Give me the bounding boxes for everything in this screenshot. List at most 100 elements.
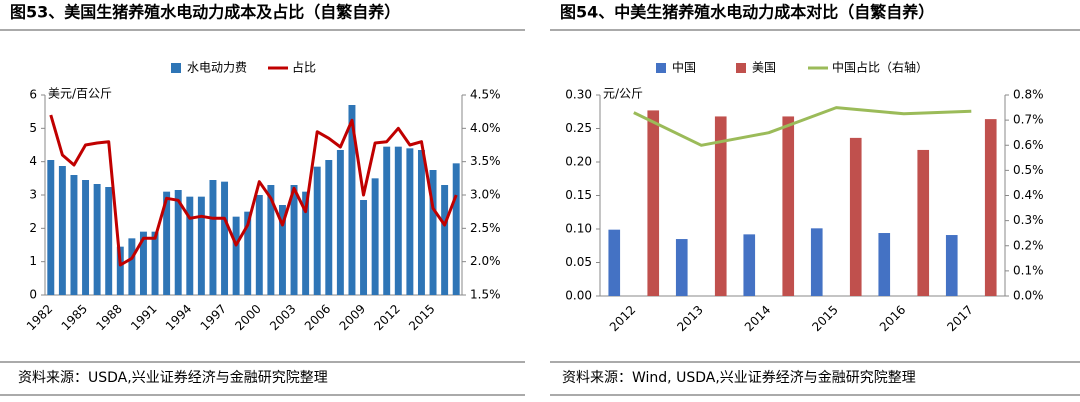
bar bbox=[302, 191, 310, 295]
x-tick-label: 1985 bbox=[59, 302, 90, 333]
bar bbox=[116, 246, 124, 295]
bar bbox=[371, 178, 379, 295]
x-tick-label: 2016 bbox=[877, 303, 908, 334]
bar bbox=[209, 180, 217, 295]
bar bbox=[945, 235, 958, 296]
bar bbox=[360, 200, 368, 295]
bar bbox=[917, 149, 930, 296]
legend-swatch bbox=[171, 63, 181, 73]
y2-tick-label: 2.0% bbox=[470, 254, 501, 268]
x-tick-label: 2013 bbox=[674, 303, 705, 334]
source-note: 资料来源：USDA,兴业证券经济与金融研究院整理 bbox=[18, 370, 328, 386]
y-tick-label: 0.00 bbox=[565, 289, 592, 303]
bar bbox=[336, 150, 344, 295]
bar bbox=[849, 137, 862, 296]
y-unit-label: 元/公斤 bbox=[603, 87, 643, 101]
chart-title: 图54、中美生猪养殖水电动力成本对比（自繁自养） bbox=[560, 3, 934, 22]
bar bbox=[278, 205, 286, 295]
x-tick-label: 2015 bbox=[406, 302, 437, 333]
bar bbox=[647, 110, 660, 296]
bar bbox=[232, 216, 240, 295]
bar bbox=[325, 160, 333, 295]
y2-tick-label: 0.5% bbox=[1013, 163, 1044, 177]
legend-label: 占比 bbox=[292, 60, 316, 75]
bar bbox=[429, 170, 437, 295]
x-tick-label: 1982 bbox=[24, 302, 55, 333]
line-series bbox=[49, 114, 458, 267]
y-tick-label: 0.30 bbox=[565, 88, 592, 102]
legend-label: 中国占比（右轴） bbox=[832, 60, 928, 75]
bar bbox=[93, 184, 101, 295]
legend-label: 美国 bbox=[752, 61, 776, 75]
bar bbox=[105, 187, 113, 295]
bar bbox=[383, 146, 391, 295]
bar bbox=[70, 175, 78, 295]
y-unit-label: 美元/百公斤 bbox=[48, 87, 112, 101]
line-series bbox=[633, 106, 972, 147]
bar bbox=[290, 185, 298, 295]
y-tick-label: 0.05 bbox=[565, 255, 592, 269]
bar bbox=[406, 148, 414, 295]
bar bbox=[417, 150, 425, 295]
x-tick-label: 2014 bbox=[742, 303, 773, 334]
x-tick-label: 2000 bbox=[232, 302, 263, 333]
legend-label: 中国 bbox=[672, 60, 696, 75]
bar bbox=[47, 160, 55, 295]
bar bbox=[151, 231, 159, 295]
bar bbox=[244, 211, 252, 295]
y-tick-label: 0.15 bbox=[565, 188, 592, 202]
y-tick-label: 1 bbox=[29, 254, 37, 268]
bar bbox=[984, 119, 997, 297]
y2-tick-label: 0.8% bbox=[1013, 88, 1044, 102]
y-tick-label: 0.10 bbox=[565, 222, 592, 236]
y2-tick-label: 0.6% bbox=[1013, 138, 1044, 152]
bar bbox=[221, 181, 229, 295]
y-tick-label: 0.25 bbox=[565, 121, 592, 135]
bar bbox=[139, 231, 147, 295]
bar bbox=[608, 229, 621, 296]
bar bbox=[197, 196, 205, 295]
x-tick-label: 1997 bbox=[198, 302, 229, 333]
y2-tick-label: 4.0% bbox=[470, 121, 501, 135]
y2-tick-label: 4.5% bbox=[470, 88, 501, 102]
bar bbox=[174, 190, 182, 295]
bar bbox=[714, 116, 727, 296]
y2-tick-label: 3.5% bbox=[470, 154, 501, 168]
y2-tick-label: 0.7% bbox=[1013, 113, 1044, 127]
y2-tick-label: 0.3% bbox=[1013, 213, 1044, 227]
bar bbox=[675, 239, 688, 296]
x-tick-label: 1991 bbox=[128, 302, 159, 333]
x-tick-label: 1988 bbox=[93, 302, 124, 333]
y-tick-label: 2 bbox=[29, 221, 37, 235]
bar bbox=[128, 238, 136, 295]
bar bbox=[810, 228, 823, 296]
x-tick-label: 2012 bbox=[371, 302, 402, 333]
legend-swatch bbox=[656, 63, 666, 73]
x-tick-label: 2017 bbox=[944, 303, 975, 334]
y-tick-label: 0 bbox=[29, 288, 37, 302]
bar bbox=[313, 166, 321, 295]
x-tick-label: 2015 bbox=[809, 303, 840, 334]
chart-title: 图53、美国生猪养殖水电动力成本及占比（自繁自养） bbox=[10, 3, 400, 22]
x-tick-label: 1994 bbox=[163, 302, 194, 333]
x-tick-label: 2012 bbox=[607, 303, 638, 334]
legend-label: 水电动力费 bbox=[187, 61, 247, 75]
bar bbox=[267, 185, 275, 295]
legend-swatch bbox=[736, 63, 746, 73]
y2-tick-label: 3.0% bbox=[470, 188, 501, 202]
bar bbox=[782, 116, 795, 296]
bar bbox=[878, 233, 891, 296]
bar bbox=[743, 234, 756, 296]
y-tick-label: 0.20 bbox=[565, 155, 592, 169]
bar bbox=[186, 196, 194, 295]
x-tick-label: 2006 bbox=[302, 302, 333, 333]
bar bbox=[452, 163, 460, 295]
y2-tick-label: 0.1% bbox=[1013, 263, 1044, 277]
x-tick-label: 2009 bbox=[337, 302, 368, 333]
bar bbox=[441, 185, 449, 295]
bar bbox=[394, 146, 402, 295]
y2-tick-label: 1.5% bbox=[470, 288, 501, 302]
source-note: 资料来源：Wind, USDA,兴业证券经济与金融研究院整理 bbox=[562, 370, 916, 386]
x-tick-label: 2003 bbox=[267, 302, 298, 333]
